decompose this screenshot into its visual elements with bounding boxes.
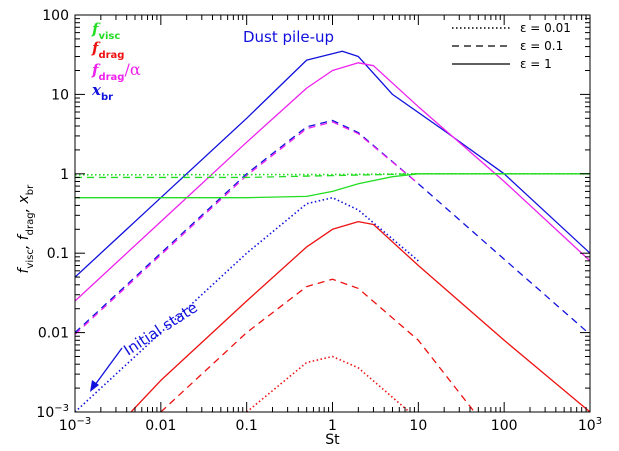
y-axis-label-sub: visc [25,249,36,268]
y-axis-label: fvisc, fdrag, xbr [16,184,36,274]
axes-layer [74,14,591,413]
legend-right-label: ε = 0.01 [520,21,571,35]
series-f-drag-eps-1 [130,220,590,412]
series-x-br-eps-0p01 [75,196,419,412]
initial-state-arrow-head [90,380,99,392]
y-tick-label-exponent: −3 [54,403,69,414]
legend-left-main: f [91,20,101,38]
y-tick-label: 10 [51,87,69,103]
x-tick-label-exponent: −3 [77,416,92,427]
series-f-drag-alpha-eps-1 [75,62,590,302]
x-tick-label: 100 [491,418,518,434]
series-x-br-eps-0p1 [75,119,590,335]
legend-left-sub: visc [98,31,120,42]
y-axis-label-part: , f [16,233,32,249]
annotation-initial-state-arrow [90,347,123,392]
y-axis-label-part: f [16,267,32,274]
legend-left-sub: drag [98,72,124,83]
x-tick-label-exponent: 3 [596,416,602,427]
y-tick-label: 1 [60,167,69,183]
x-tick-label: 0.01 [145,418,176,434]
text-layer: 10−3 0.01 0.1 1 10 100 10310−30.010.1110100Stf… [16,8,602,448]
legend-left-entry: fdrag/α [91,60,141,83]
legend-right-label: ε = 0.1 [520,39,563,53]
legend-right-label: ε = 1 [520,57,552,71]
legend-left-entry: fdrag [91,39,124,61]
x-tick-label: 10 [409,418,427,434]
legend-left-main: f [91,39,101,57]
plot-frame [74,14,591,413]
y-tick-label: 100 [42,8,69,24]
y-tick-label: 0.1 [47,246,69,262]
legend-left-sub: drag [98,50,124,61]
legend-left-suffix: /α [124,60,140,79]
x-axis-label: St [325,432,340,448]
series-group [75,50,590,412]
series-f-drag-eps-0p1 [160,278,475,412]
legend-left-main: f [91,61,101,79]
x-tick-label: 10−3 [59,416,92,434]
legend-left-main: x [91,81,102,99]
series-f-visc-eps-0p01 [75,173,590,176]
y-axis-label-sub: drag [25,212,36,235]
legend-left-sub: br [101,92,113,103]
x-tick-label-base: 10 [578,418,596,434]
series-f-drag-alpha-eps-0p1 [75,121,419,335]
legend-left-entry: fvisc [91,20,120,42]
annotation-initial-state: Initial state [120,298,200,359]
annotation-dust-pileup: Dust pile-up [243,28,334,46]
initial-state-arrow-line [91,347,123,390]
y-tick-label: 10−3 [36,403,69,421]
y-tick-label-base: 10 [36,405,54,421]
y-tick-label: 0.01 [38,326,69,342]
x-tick-label: 0.1 [236,418,258,434]
series-layer [75,50,590,412]
x-tick-label-base: 10 [59,418,77,434]
series-x-br-eps-1 [75,50,590,278]
y-axis-label-sub: br [25,184,36,195]
x-tick-label: 1 [328,418,337,434]
x-tick-label: 103 [578,416,602,434]
y-axis-label-part: , x [16,194,32,212]
series-f-drag-eps-0p01 [246,355,411,412]
legend-left-entry: xbr [91,81,113,103]
